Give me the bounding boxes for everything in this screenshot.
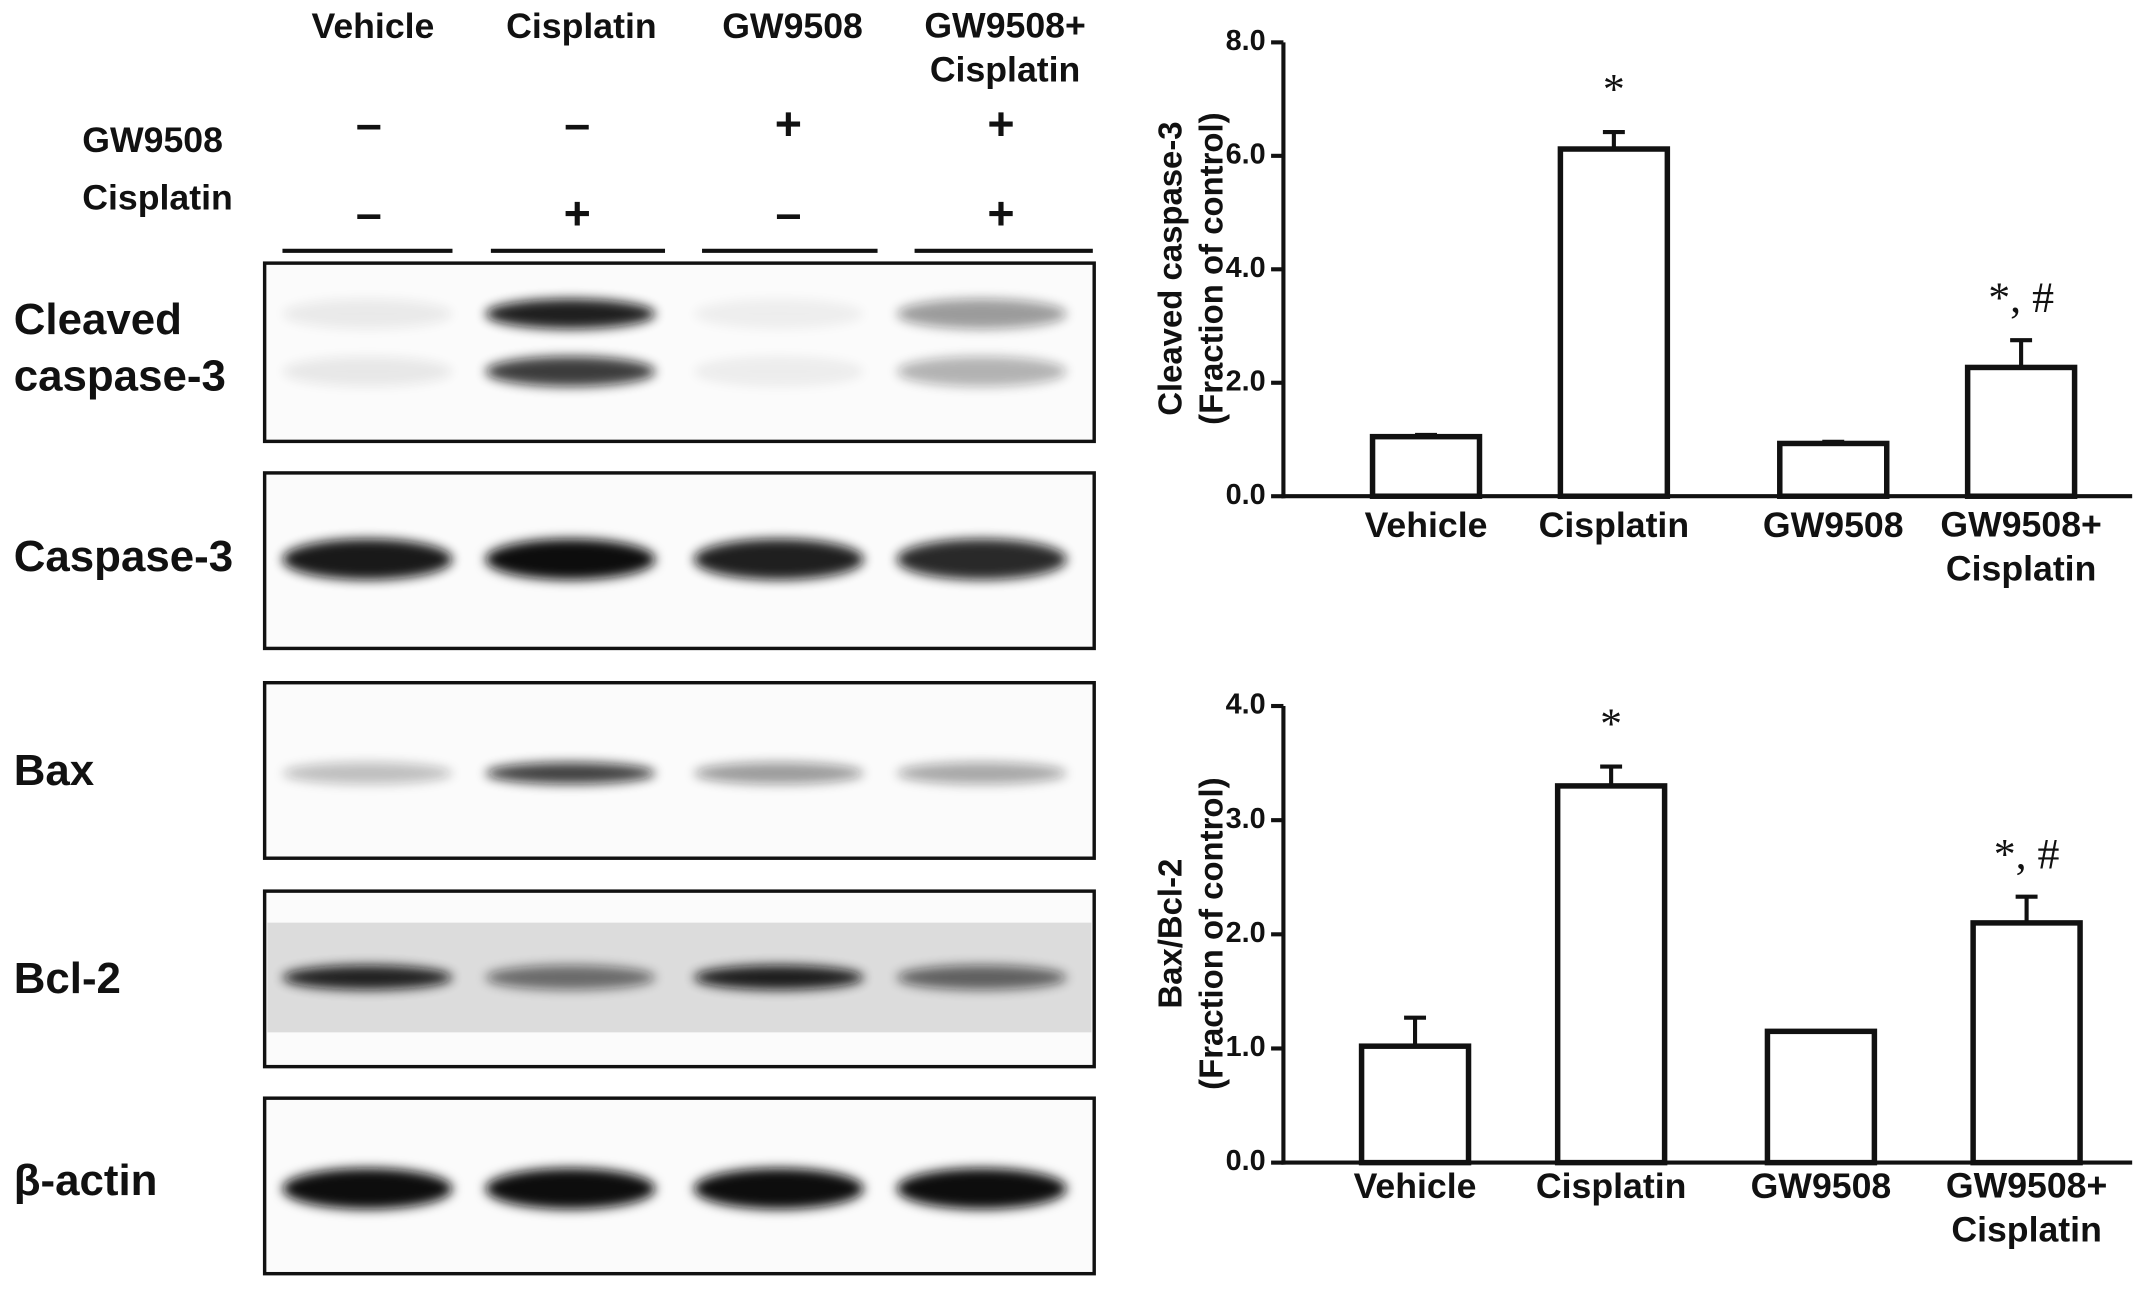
y-label-group: Cleaved caspase-3 (Fraction of control) — [1151, 112, 1229, 424]
blot-band — [485, 538, 656, 580]
blot-band — [896, 1168, 1067, 1210]
treatment-sign: – — [775, 187, 801, 239]
y-tick-label: 2.0 — [1226, 365, 1266, 397]
significance-mark: * — [1600, 700, 1622, 748]
treatment-label: Cisplatin — [82, 177, 233, 217]
y-tick-label: 8.0 — [1226, 25, 1266, 57]
y-tick-label: 3.0 — [1226, 803, 1266, 835]
treatment-sign: + — [987, 98, 1014, 150]
bar — [1964, 364, 2078, 499]
x-tick-label: Cisplatin — [1536, 1166, 1687, 1206]
bar — [1777, 440, 1890, 499]
protein-label: Bax — [14, 746, 95, 795]
y-label-group: Bax/Bcl-2 (Fraction of control) — [1151, 777, 1229, 1089]
y-tick-label: 2.0 — [1226, 917, 1266, 949]
y-tick-label: 0.0 — [1226, 479, 1266, 511]
blot-band — [693, 298, 864, 329]
blot-band — [282, 356, 453, 387]
blot-frame — [262, 261, 1096, 444]
blot-band — [693, 538, 864, 580]
blot-band — [896, 538, 1067, 580]
blot-band — [485, 356, 656, 387]
x-tick-label: Cisplatin — [1539, 505, 1690, 545]
blot-panel — [264, 263, 1095, 442]
blot-band — [693, 965, 864, 990]
y-tick-label: 4.0 — [1226, 689, 1266, 721]
blot-band — [896, 762, 1067, 785]
y-tick-label: 1.0 — [1226, 1031, 1266, 1063]
treatment-sign: + — [987, 187, 1014, 239]
x-tick-label: GW9508 — [1763, 505, 1904, 545]
blot-band — [485, 965, 656, 990]
treatment-sign: + — [564, 187, 591, 239]
blot-band — [896, 356, 1067, 387]
blot-band — [485, 1168, 656, 1210]
y-tick-label: 0.0 — [1226, 1145, 1266, 1177]
treatment-label: GW9508 — [82, 120, 223, 160]
blot-frame — [262, 889, 1096, 1069]
blot-band — [282, 762, 453, 785]
protein-label: Caspase-3 — [14, 532, 233, 581]
x-tick-label: GW9508+ Cisplatin — [1940, 505, 2101, 589]
blot-band — [485, 762, 656, 785]
x-tick-label: GW9508+ Cisplatin — [1946, 1166, 2107, 1250]
bar — [1557, 146, 1671, 499]
bar — [1554, 783, 1668, 1166]
x-tick-label: Vehicle — [1365, 505, 1488, 545]
bar — [1358, 1043, 1472, 1166]
blot-frame — [262, 471, 1096, 651]
x-tick-label: Vehicle — [1354, 1166, 1477, 1206]
lane-label: GW9508 — [722, 6, 863, 46]
blot-band — [282, 298, 453, 329]
significance-mark: *, # — [1994, 830, 2060, 878]
protein-label: β-actin — [14, 1156, 158, 1205]
y-tick-label: 4.0 — [1226, 252, 1266, 284]
protein-label: Bcl-2 — [14, 954, 121, 1003]
bar — [1369, 433, 1483, 499]
blot-band — [693, 1168, 864, 1210]
y-axis-label: Cleaved caspase-3 (Fraction of control) — [1151, 112, 1229, 424]
significance-mark: *, # — [1988, 274, 2054, 322]
bar — [1970, 920, 2083, 1166]
treatment-sign: – — [356, 187, 382, 239]
lane-label: Cisplatin — [506, 6, 657, 46]
blot-band — [693, 762, 864, 785]
treatment-sign: – — [564, 98, 590, 150]
lane-label: GW9508+ Cisplatin — [924, 6, 1085, 90]
blot-band — [485, 298, 656, 329]
blot-frame — [262, 1096, 1096, 1276]
protein-label: Cleaved caspase-3 — [14, 295, 226, 400]
blot-band — [896, 298, 1067, 329]
bar — [1764, 1028, 1878, 1166]
treatment-sign: + — [775, 98, 802, 150]
blot-band — [693, 356, 864, 387]
blot-band — [282, 965, 453, 990]
blot-band — [282, 1168, 453, 1210]
blot-frame — [262, 680, 1096, 860]
blot-band — [282, 538, 453, 580]
lane-label: Vehicle — [312, 6, 435, 46]
x-tick-label: GW9508 — [1751, 1166, 1892, 1206]
treatment-sign: – — [356, 98, 382, 150]
blot-band — [896, 965, 1067, 990]
y-axis-label: Bax/Bcl-2 (Fraction of control) — [1151, 777, 1229, 1089]
y-tick-label: 6.0 — [1226, 138, 1266, 170]
significance-mark: * — [1603, 66, 1625, 114]
